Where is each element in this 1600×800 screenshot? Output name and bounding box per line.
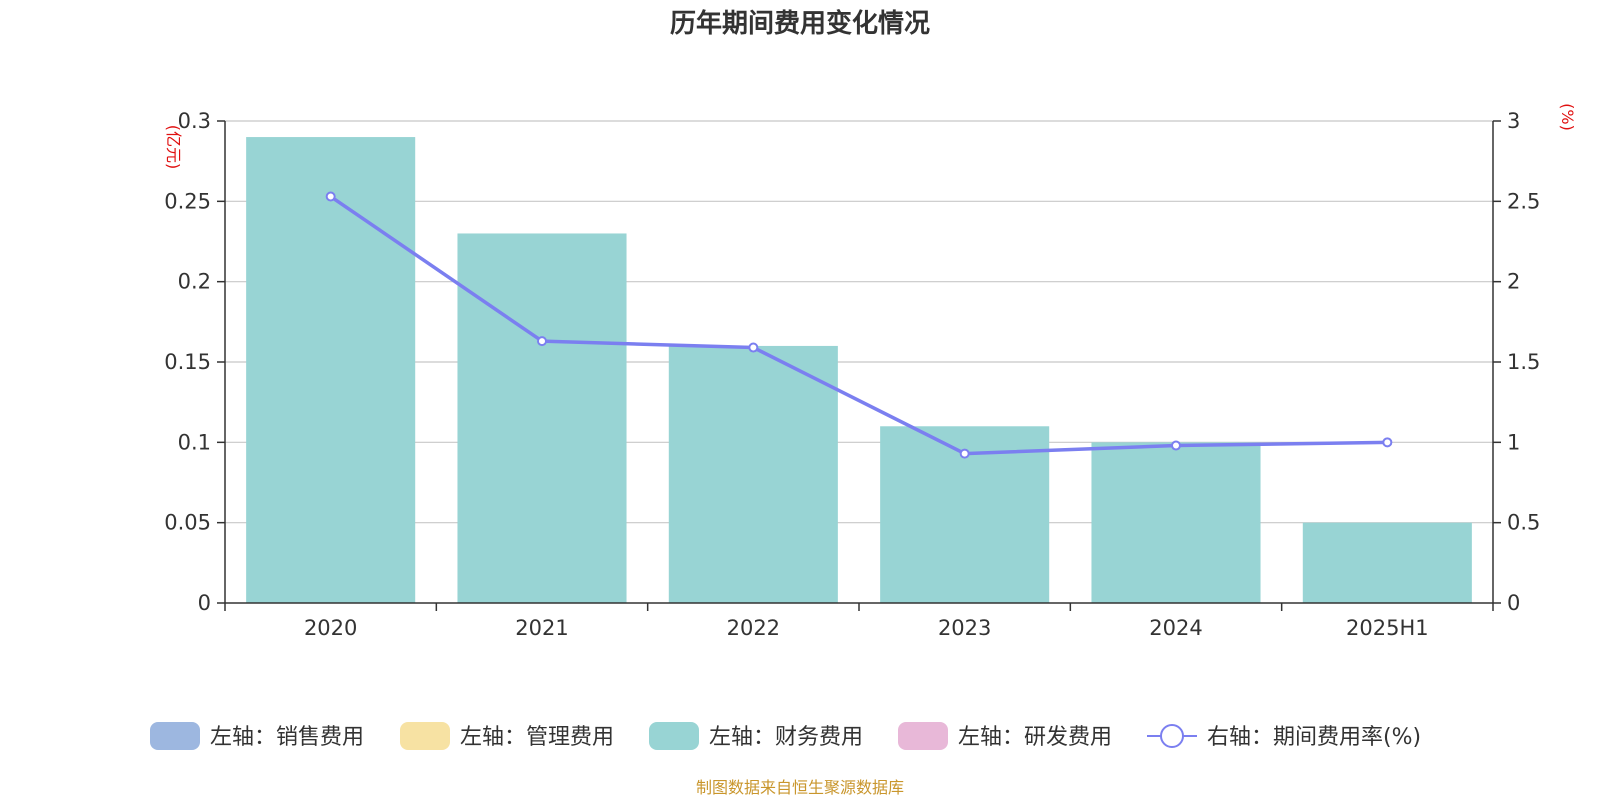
left-axis-tick-label: 0.05 <box>164 511 211 535</box>
right-axis-tick-label: 2.5 <box>1507 189 1540 213</box>
expense-rate-line <box>329 195 1388 456</box>
bar-2020 <box>246 137 416 604</box>
x-axis-tick-label: 2021 <box>515 616 568 640</box>
right-axis-tick-label: 3 <box>1507 109 1520 133</box>
left-axis-unit: (亿元) <box>164 125 183 170</box>
right-axis-tick-label: 2 <box>1507 270 1520 294</box>
gridlines <box>225 120 1493 524</box>
right-axis-tick-label: 0 <box>1507 591 1520 615</box>
axes: 0 0.05 0.1 0.15 0.2 0.25 0.3 0 0.5 1 1.5 2 2.5 3 2020 2… <box>164 109 1540 640</box>
chart-title: 历年期间费用变化情况 <box>670 8 930 39</box>
bar-2025H1 <box>1302 522 1472 603</box>
left-axis-tick-label: 0.25 <box>164 189 211 213</box>
bar-series <box>246 137 1472 604</box>
left-axis-tick-label: 0.2 <box>178 270 211 294</box>
legend-marker <box>1160 724 1184 748</box>
bar-2022 <box>668 345 838 603</box>
left-axis-tick-label: 0 <box>198 591 211 615</box>
right-axis-tick-label: 1.5 <box>1507 350 1540 374</box>
expense-rate-point-2023 <box>959 448 970 459</box>
legend-swatch <box>150 722 200 750</box>
legend-label: 左轴：管理费用 <box>460 725 614 750</box>
bar-2021 <box>457 233 627 603</box>
right-axis-tick-label: 1 <box>1507 430 1520 454</box>
legend-label: 左轴：研发费用 <box>958 725 1112 750</box>
legend-label: 右轴：期间费用率(%) <box>1207 725 1421 750</box>
left-axis-tick-label: 0.1 <box>178 430 211 454</box>
legend-swatch <box>649 722 699 750</box>
expense-rate-point-2025H1 <box>1382 437 1393 448</box>
legend-label: 左轴：财务费用 <box>709 725 863 750</box>
x-axis-tick-label: 2024 <box>1149 616 1202 640</box>
left-axis-tick-label: 0.15 <box>164 350 211 374</box>
source-note: 制图数据来自恒生聚源数据库 <box>696 778 904 797</box>
x-axis-tick-label: 2020 <box>304 616 357 640</box>
expense-rate-point-2021 <box>537 336 547 347</box>
left-axis-tick-label: 0.3 <box>178 109 211 133</box>
x-axis-tick-label: 2025H1 <box>1346 616 1429 640</box>
right-axis-tick-label: 0.5 <box>1507 511 1540 535</box>
expense-rate-point-2024 <box>1171 440 1181 451</box>
expense-rate-point-2022 <box>748 342 759 353</box>
expense-rate-point-2020 <box>325 191 336 202</box>
x-axis-tick-label: 2023 <box>938 616 991 640</box>
legend: 左轴：销售费用 左轴：管理费用 左轴：财务费用 左轴：研发费用 右轴：期间费用率(%) <box>150 722 1421 750</box>
line-series <box>325 191 1393 459</box>
bar-2024 <box>1091 442 1261 603</box>
right-axis-unit: (%) <box>1558 103 1577 131</box>
legend-swatch <box>400 722 450 750</box>
legend-label: 左轴：销售费用 <box>210 725 364 750</box>
legend-swatch <box>898 722 948 750</box>
x-axis-tick-label: 2022 <box>727 616 780 640</box>
